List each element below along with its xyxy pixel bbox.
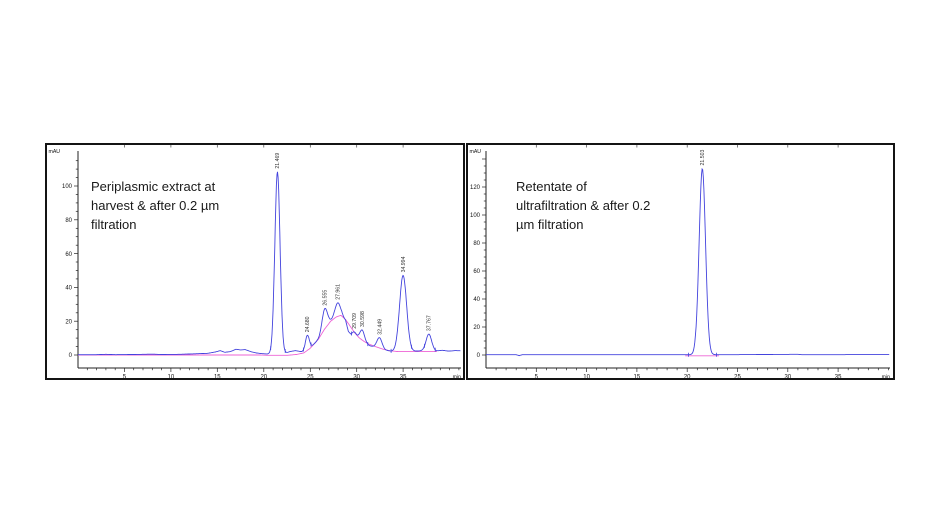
svg-text:5: 5 <box>535 375 539 379</box>
svg-text:10: 10 <box>168 375 175 379</box>
svg-text:20: 20 <box>260 375 267 379</box>
svg-text:21.469: 21.469 <box>275 153 281 169</box>
chromatogram-left-plot: 5 10 15 20 25 30 35 min 0 20 40 60 80 100 mAU 21.469 24.… <box>49 145 461 379</box>
svg-text:min: min <box>453 375 461 379</box>
svg-text:min: min <box>882 375 890 379</box>
svg-text:80: 80 <box>65 218 72 224</box>
svg-text:21.503: 21.503 <box>700 150 706 166</box>
svg-text:32.449: 32.449 <box>377 319 383 335</box>
svg-text:25: 25 <box>734 375 741 379</box>
chromatogram-panel-left: 5 10 15 20 25 30 35 min 0 20 40 60 80 100 mAU 21.469 24.… <box>45 143 465 380</box>
svg-text:mAU: mAU <box>470 149 482 155</box>
svg-text:0: 0 <box>477 353 481 359</box>
svg-text:20: 20 <box>473 325 480 331</box>
svg-text:15: 15 <box>214 375 221 379</box>
svg-text:0: 0 <box>69 353 73 359</box>
svg-text:15: 15 <box>634 375 641 379</box>
svg-text:120: 120 <box>470 185 481 191</box>
svg-text:35: 35 <box>835 375 842 379</box>
svg-text:30: 30 <box>784 375 791 379</box>
svg-text:60: 60 <box>473 269 480 275</box>
svg-text:29.709: 29.709 <box>352 313 358 329</box>
panel-annotation-right: Retentate of ultrafiltration & after 0.2… <box>516 179 651 232</box>
svg-text:100: 100 <box>62 184 73 190</box>
svg-text:26.555: 26.555 <box>323 290 329 306</box>
svg-text:60: 60 <box>65 252 72 258</box>
svg-text:27.961: 27.961 <box>336 284 342 300</box>
svg-text:20: 20 <box>684 375 691 379</box>
svg-text:35: 35 <box>400 375 407 379</box>
svg-text:37.767: 37.767 <box>427 315 433 331</box>
svg-text:24.680: 24.680 <box>305 316 311 332</box>
panel-annotation-left: Periplasmic extract at harvest & after 0… <box>91 179 220 232</box>
svg-text:40: 40 <box>473 297 480 303</box>
svg-text:100: 100 <box>470 213 481 219</box>
svg-text:25: 25 <box>307 375 314 379</box>
svg-text:40: 40 <box>65 286 72 292</box>
svg-text:10: 10 <box>583 375 590 379</box>
svg-text:30: 30 <box>353 375 360 379</box>
chromatogram-right-plot: 5 10 15 20 25 30 35 min 0 20 40 60 80 100 120 mAU 21.503 <box>470 145 890 379</box>
chromatogram-panel-right: 5 10 15 20 25 30 35 min 0 20 40 60 80 100 120 mAU 21.503… <box>466 143 895 380</box>
svg-text:5: 5 <box>123 375 127 379</box>
svg-text:20: 20 <box>65 319 72 325</box>
svg-text:mAU: mAU <box>49 149 61 155</box>
svg-text:30.598: 30.598 <box>360 311 366 327</box>
svg-text:80: 80 <box>473 241 480 247</box>
svg-text:34.994: 34.994 <box>401 256 407 272</box>
